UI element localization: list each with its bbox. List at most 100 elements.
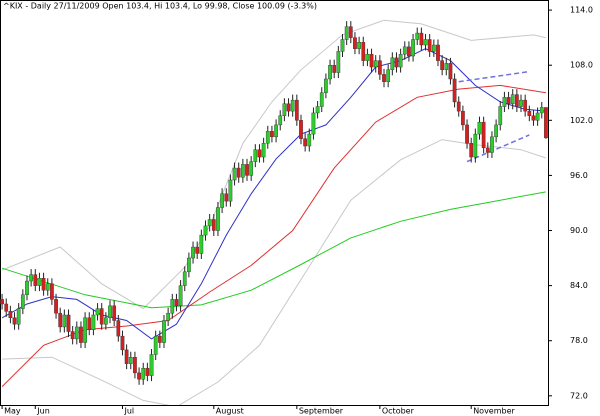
candle-body [182, 271, 187, 286]
x-tick-label: Jul [123, 407, 134, 416]
candle-body [344, 26, 349, 40]
candle-body [386, 69, 391, 82]
candle-body [112, 305, 117, 321]
candle-body [95, 308, 100, 316]
candle-body [4, 303, 9, 312]
candle-body [8, 311, 13, 318]
candle-body [66, 314, 71, 332]
candle-body [498, 106, 503, 126]
candle-body [448, 63, 453, 80]
candle-body [527, 110, 532, 116]
candle-body [436, 44, 440, 61]
candle-body [440, 60, 444, 70]
candle-body [299, 120, 303, 139]
candle-body [490, 136, 494, 153]
candle-body [378, 60, 382, 75]
y-tick-label: 114.0 [570, 6, 593, 15]
candle-body [415, 32, 420, 40]
candle-body [328, 65, 332, 80]
candle-body [315, 106, 320, 114]
candle-body [79, 326, 83, 343]
candle-body [207, 219, 212, 227]
candle-body [544, 107, 548, 139]
y-tick-label: 96.0 [570, 171, 588, 180]
candle-body [407, 46, 411, 57]
candle-body [170, 299, 175, 314]
candle-body [187, 257, 191, 273]
candle-body [203, 225, 208, 236]
chart-title: ^KIX - Daily 27/11/2009 Open 103.4, Hi 1… [3, 2, 317, 11]
candle-body [465, 124, 469, 144]
x-tick-label: Jun [36, 407, 50, 416]
candle-body [278, 115, 283, 126]
candle-body [141, 368, 146, 380]
candle-body [157, 335, 162, 343]
y-tick-label: 108.0 [570, 61, 593, 70]
candle-body [257, 149, 262, 158]
y-tick-label: 102.0 [570, 116, 593, 125]
candle-body [195, 246, 200, 254]
candle-body [294, 99, 299, 121]
overlay-line [1, 191, 546, 309]
candle-body [515, 94, 519, 107]
candle-body [353, 37, 357, 49]
candle-body [411, 39, 415, 57]
candle-body [58, 312, 63, 328]
candle-body [510, 94, 515, 104]
candle-body [523, 99, 528, 112]
y-tick-label: 72.0 [570, 391, 588, 400]
x-tick-label: November [473, 407, 515, 416]
candle-body [87, 317, 92, 330]
candle-body [382, 74, 386, 82]
candle-body [191, 246, 195, 259]
x-tick-label: August [216, 407, 244, 416]
candle-body [25, 280, 29, 295]
candle-body [332, 65, 337, 73]
candle-body [324, 78, 328, 93]
candle-body [373, 60, 378, 68]
candle-body [120, 335, 125, 351]
candle-body [319, 92, 324, 107]
candle-body [290, 99, 295, 112]
candle-body [29, 274, 33, 282]
trend-line [458, 70, 530, 83]
candle-body [311, 112, 316, 135]
candle-body [340, 39, 345, 52]
candle-body [398, 53, 403, 68]
x-tick-label: May [4, 407, 21, 416]
x-tick-label: October [382, 407, 415, 416]
candle-body [249, 161, 254, 176]
trend-line [466, 134, 530, 163]
candle-body [211, 219, 216, 231]
candle-body [307, 133, 312, 147]
candle-body [427, 39, 432, 52]
candle-body [286, 103, 291, 112]
candle-body [431, 44, 436, 52]
candle-body [485, 147, 490, 153]
candle-body [174, 299, 179, 307]
candle-body [241, 164, 245, 178]
candle-body [133, 357, 137, 374]
candle-body [83, 317, 87, 343]
candle-body [531, 115, 536, 121]
candle-body [216, 207, 220, 231]
candle-body [270, 131, 274, 138]
candle-body [104, 317, 108, 325]
candle-body [37, 278, 42, 286]
candle-body [506, 97, 511, 104]
candle-body [336, 51, 341, 73]
candle-body [33, 274, 38, 286]
candle-body [62, 314, 67, 328]
overlay-line [1, 19, 547, 310]
candle-body [494, 124, 498, 138]
y-tick-label: 78.0 [570, 336, 588, 345]
candle-body [228, 179, 233, 202]
candle-body [149, 354, 154, 376]
candle-body [50, 283, 54, 300]
candle-body [45, 283, 50, 291]
candle-body [232, 167, 237, 181]
candle-body [20, 294, 25, 309]
candle-body [473, 133, 478, 158]
candle-body [461, 110, 465, 126]
candle-body [402, 46, 407, 55]
